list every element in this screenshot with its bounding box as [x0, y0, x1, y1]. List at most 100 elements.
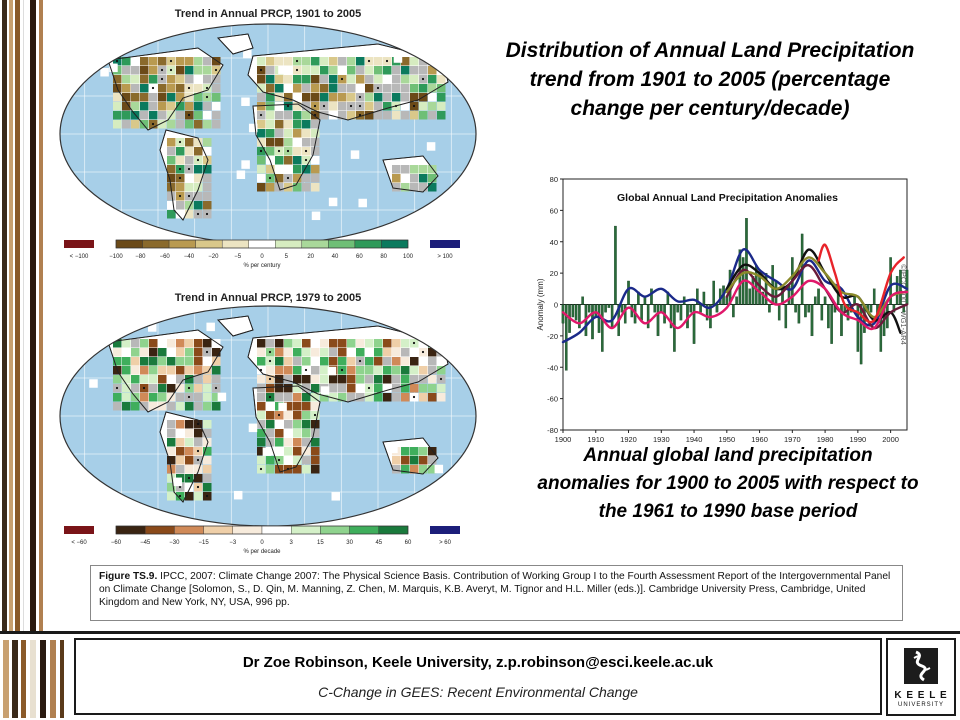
map-cell: [122, 366, 131, 375]
author-line: Dr Zoe Robinson, Keele University, z.p.r…: [242, 654, 714, 671]
map-cell: [167, 192, 176, 201]
legend-tick-label: −100: [109, 254, 123, 260]
map-cell: [356, 84, 365, 93]
map-cell: [311, 456, 320, 465]
map-cell: [410, 165, 419, 174]
map-cell: [167, 402, 176, 411]
significance-dot: [340, 77, 344, 81]
map-cell: [185, 120, 194, 129]
legend-swatch: [232, 525, 263, 535]
map-cell: [293, 111, 302, 120]
map-cell: [203, 192, 212, 201]
map-cell: [185, 402, 194, 411]
map-cell: [428, 165, 437, 174]
map-cell: [185, 138, 194, 147]
map-cell: [167, 201, 176, 210]
legend-tick-label: 5: [285, 254, 289, 260]
map-cell: [419, 447, 428, 456]
map-cell: [257, 357, 266, 366]
map-cell: [419, 465, 428, 474]
anomaly-bar: [610, 304, 614, 329]
map-cell: [338, 384, 347, 393]
map-cell: [320, 357, 329, 366]
anomaly-bar: [581, 296, 584, 305]
map-cell: [356, 339, 365, 348]
map-cell: [212, 111, 221, 120]
significance-dot: [340, 368, 344, 372]
x-tick-label: 1920: [620, 435, 637, 444]
map-cell: [257, 120, 266, 129]
map-cell: [266, 111, 275, 120]
map-cell: [311, 384, 320, 393]
map-cell: [158, 339, 167, 348]
map-cell: [365, 66, 374, 75]
legend-low-swatch: [64, 526, 94, 534]
legend-swatch: [168, 239, 196, 249]
smoothed-series-line: [725, 248, 902, 334]
map-cell: [350, 150, 360, 159]
map-cell: [203, 465, 212, 474]
map-cell: [212, 93, 221, 102]
legend-tick-label: −30: [169, 540, 180, 546]
anomaly-bar: [827, 304, 830, 329]
anomaly-bar: [574, 304, 578, 321]
map-cell: [176, 210, 185, 219]
anomaly-bar: [571, 304, 575, 318]
map-cell: [194, 438, 203, 447]
map-cell: [257, 375, 266, 384]
map-cell: [248, 423, 258, 433]
map-cell: [383, 357, 392, 366]
map-cell: [338, 339, 347, 348]
legend-swatch: [144, 525, 175, 535]
figure-citation: Figure TS.9. IPCC, 2007: Climate Change …: [90, 565, 903, 621]
significance-dot: [277, 458, 281, 462]
map-cell: [257, 456, 266, 465]
chart-title: Global Annual Land Precipitation Anomali…: [617, 192, 838, 204]
map-cell: [401, 165, 410, 174]
map-cell: [401, 465, 410, 474]
map-cell: [347, 348, 356, 357]
map-cell: [131, 348, 140, 357]
legend-tick-label: −40: [184, 254, 195, 260]
map-cell: [293, 465, 302, 474]
map-cell: [203, 111, 212, 120]
map-cell: [302, 456, 311, 465]
map-cell: [167, 483, 176, 492]
anomaly-bar: [679, 304, 683, 321]
significance-dot: [187, 386, 191, 390]
map-cell: [338, 111, 347, 120]
significance-dot: [421, 350, 425, 354]
map-cell: [194, 348, 203, 357]
significance-dot: [142, 386, 146, 390]
map-cell: [257, 93, 266, 102]
map-cell: [293, 183, 302, 192]
map-cell: [176, 438, 185, 447]
map-cell: [176, 120, 185, 129]
map-title: Trend in Annual PRCP, 1901 to 2005: [174, 8, 362, 20]
map-cell: [437, 75, 446, 84]
map-cell: [347, 384, 356, 393]
legend-swatch: [378, 525, 409, 535]
map-cell: [374, 339, 383, 348]
map-cell: [203, 429, 212, 438]
anomaly-bar: [601, 304, 604, 352]
map-cell: [266, 366, 275, 375]
map-cell: [374, 66, 383, 75]
map-cell: [284, 120, 293, 129]
map-cell: [401, 366, 410, 375]
map-cell: [410, 447, 419, 456]
map-cell: [374, 75, 383, 84]
map-cell: [302, 57, 311, 66]
map-cell: [167, 474, 176, 483]
map-cell: [158, 57, 167, 66]
map-cell: [131, 402, 140, 411]
author-box: Dr Zoe Robinson, Keele University, z.p.r…: [74, 638, 882, 715]
y-axis-label: Anomaly (mm): [536, 278, 545, 330]
map-cell: [185, 156, 194, 165]
map-cell: [122, 375, 131, 384]
map-cell: [428, 93, 437, 102]
map-cell: [203, 375, 212, 384]
map-cell: [428, 348, 437, 357]
map-cell: [284, 375, 293, 384]
map-cell: [302, 75, 311, 84]
